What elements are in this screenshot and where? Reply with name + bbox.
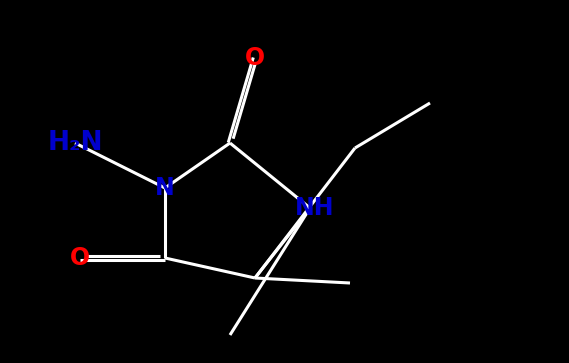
Text: O: O bbox=[245, 46, 265, 70]
Text: N: N bbox=[155, 176, 175, 200]
Text: O: O bbox=[70, 246, 90, 270]
Text: H₂N: H₂N bbox=[47, 130, 103, 156]
Text: NH: NH bbox=[295, 196, 335, 220]
